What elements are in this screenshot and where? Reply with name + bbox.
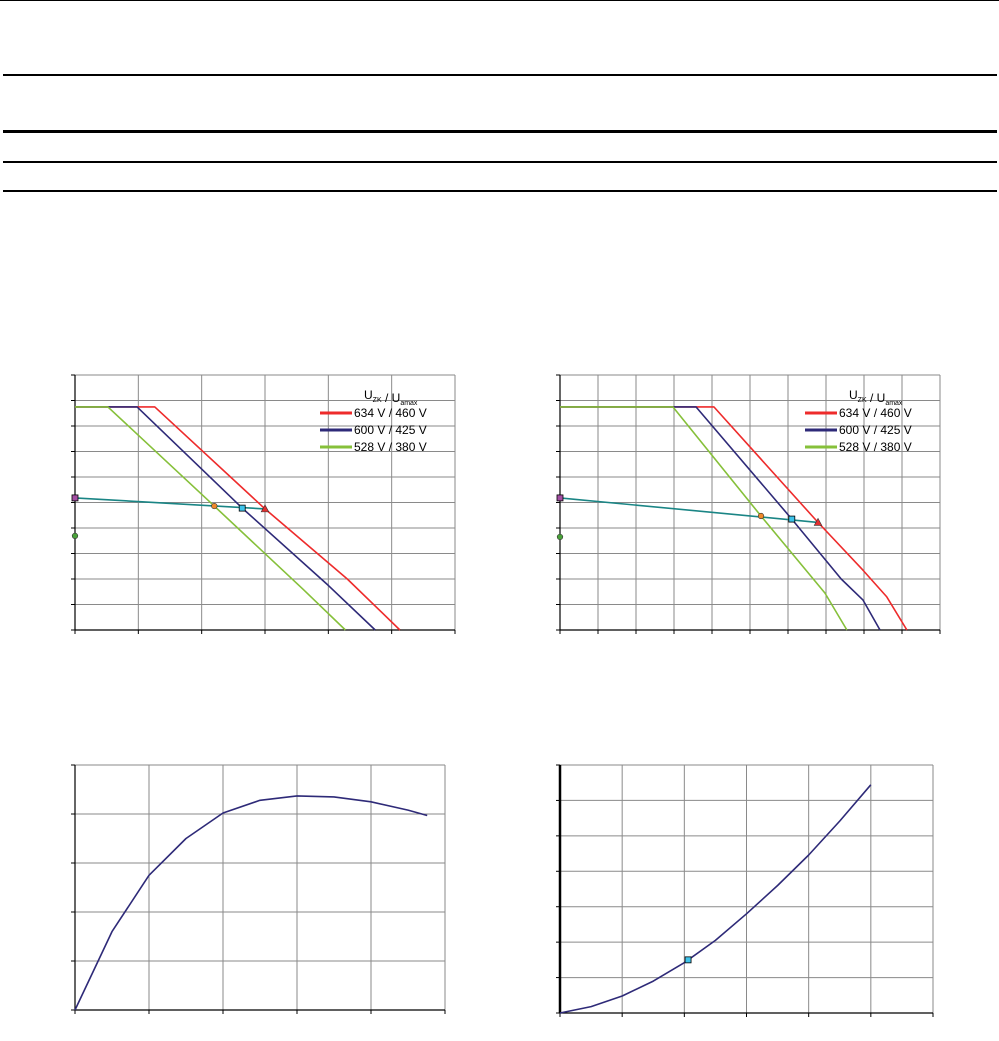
legend-title-part: U xyxy=(392,391,401,405)
legend-label: 600 V / 425 V xyxy=(839,423,912,437)
circle-marker xyxy=(556,533,564,541)
legend-title-part: U xyxy=(364,388,373,402)
legend-title-part: amax xyxy=(885,400,903,407)
series-line-1 xyxy=(559,784,872,1014)
square-marker xyxy=(238,504,246,512)
square-marker xyxy=(684,956,692,964)
header-rule-2 xyxy=(3,130,997,133)
legend-label: 634 V / 460 V xyxy=(839,406,912,420)
legend-title-part: ZK xyxy=(373,397,382,404)
chart-3 xyxy=(71,764,446,1014)
header-rule-4 xyxy=(3,190,997,192)
legend-title-part: / xyxy=(867,391,877,405)
legend-label: 600 V / 425 V xyxy=(354,423,427,437)
series-line-3 xyxy=(75,406,346,631)
top-border xyxy=(0,0,999,1)
legend-title-part: ZK xyxy=(858,397,867,404)
legend-title-part: U xyxy=(877,391,886,405)
legend-label: 528 V / 380 V xyxy=(839,440,912,454)
legend-title: UZK / Uamax xyxy=(849,388,903,407)
square-marker xyxy=(556,494,564,502)
triangle-marker xyxy=(813,517,823,526)
circle-marker xyxy=(71,532,79,540)
circle-marker xyxy=(211,502,218,510)
series-line-1 xyxy=(75,406,401,631)
series-line-3 xyxy=(560,406,848,631)
header-rule-3 xyxy=(3,161,997,163)
circle-marker xyxy=(757,512,765,520)
legend-title-part: / xyxy=(382,391,392,405)
series-line-2 xyxy=(75,406,376,631)
header-rule-1 xyxy=(3,74,997,76)
square-marker xyxy=(71,494,79,502)
triangle-marker xyxy=(260,504,270,513)
series-line-4 xyxy=(74,497,266,510)
square-marker xyxy=(788,515,796,523)
legend-title-part: amax xyxy=(400,400,418,407)
legend-label: 634 V / 460 V xyxy=(354,406,427,420)
legend-title: UZK / Uamax xyxy=(364,388,418,407)
series-line-1 xyxy=(74,795,428,1011)
chart-4 xyxy=(556,764,934,1017)
series-line-4 xyxy=(559,497,819,524)
series-line-2 xyxy=(560,406,881,631)
legend-label: 528 V / 380 V xyxy=(354,440,427,454)
legend-title-part: U xyxy=(849,388,858,402)
